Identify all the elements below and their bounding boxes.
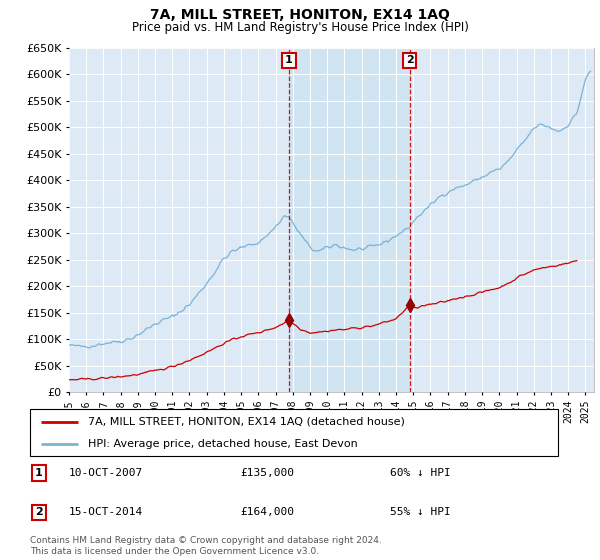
Text: 1: 1 bbox=[285, 55, 293, 66]
Text: 7A, MILL STREET, HONITON, EX14 1AQ: 7A, MILL STREET, HONITON, EX14 1AQ bbox=[150, 8, 450, 22]
Bar bbox=[289, 48, 410, 392]
Text: 55% ↓ HPI: 55% ↓ HPI bbox=[390, 507, 451, 517]
Text: Contains HM Land Registry data © Crown copyright and database right 2024.
This d: Contains HM Land Registry data © Crown c… bbox=[30, 536, 382, 556]
Text: 2: 2 bbox=[406, 55, 413, 66]
Text: 15-OCT-2014: 15-OCT-2014 bbox=[69, 507, 143, 517]
Text: Price paid vs. HM Land Registry's House Price Index (HPI): Price paid vs. HM Land Registry's House … bbox=[131, 21, 469, 34]
FancyBboxPatch shape bbox=[30, 409, 558, 456]
Text: £135,000: £135,000 bbox=[240, 468, 294, 478]
Text: 2: 2 bbox=[35, 507, 43, 517]
Text: 60% ↓ HPI: 60% ↓ HPI bbox=[390, 468, 451, 478]
Text: 7A, MILL STREET, HONITON, EX14 1AQ (detached house): 7A, MILL STREET, HONITON, EX14 1AQ (deta… bbox=[88, 417, 405, 427]
Text: HPI: Average price, detached house, East Devon: HPI: Average price, detached house, East… bbox=[88, 438, 358, 449]
Text: £164,000: £164,000 bbox=[240, 507, 294, 517]
Text: 1: 1 bbox=[35, 468, 43, 478]
Text: 10-OCT-2007: 10-OCT-2007 bbox=[69, 468, 143, 478]
